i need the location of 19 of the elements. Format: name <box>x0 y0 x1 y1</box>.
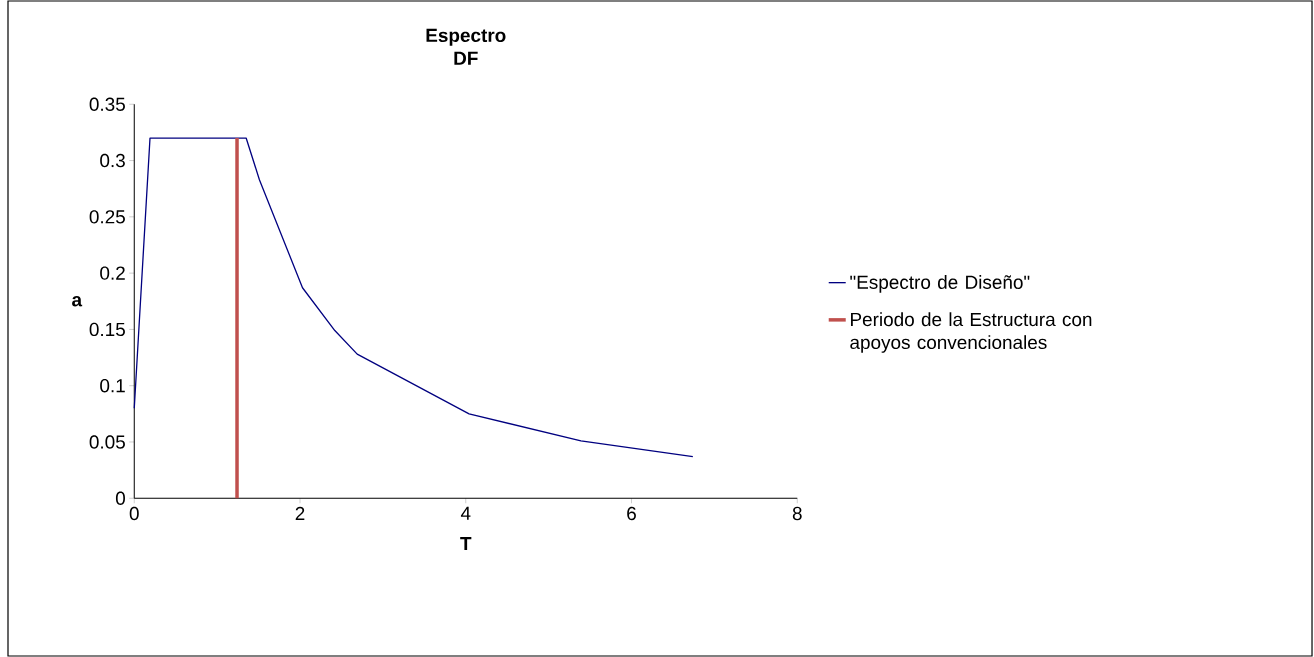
x-tick-label: 6 <box>627 506 636 521</box>
x-tick-label: 8 <box>792 506 802 521</box>
y-tick-label: 0.25 <box>89 210 125 224</box>
legend-label: "Espectro de Diseño" <box>850 275 1030 293</box>
y-tick-label: 0 <box>115 491 125 505</box>
y-tick-label: 0.05 <box>89 435 125 449</box>
y-tick-label: 0.1 <box>100 379 125 393</box>
y-axis-title: a <box>72 296 83 307</box>
y-tick-label: 0.15 <box>89 322 125 337</box>
y-tick-label: 0.3 <box>100 153 125 168</box>
y-tick-label: 0.35 <box>89 97 125 111</box>
x-tick-label: 0 <box>129 506 139 521</box>
chart-title: Espectro DF <box>426 28 506 65</box>
y-tick-label: 0.2 <box>100 266 125 280</box>
line-series <box>133 137 694 458</box>
legend-label: Periodo de la Estructura con apoyos convencionales <box>850 312 1092 353</box>
x-tick-label: 4 <box>460 506 471 520</box>
x-tick-label: 2 <box>295 506 305 521</box>
x-axis-title: T <box>460 537 472 551</box>
